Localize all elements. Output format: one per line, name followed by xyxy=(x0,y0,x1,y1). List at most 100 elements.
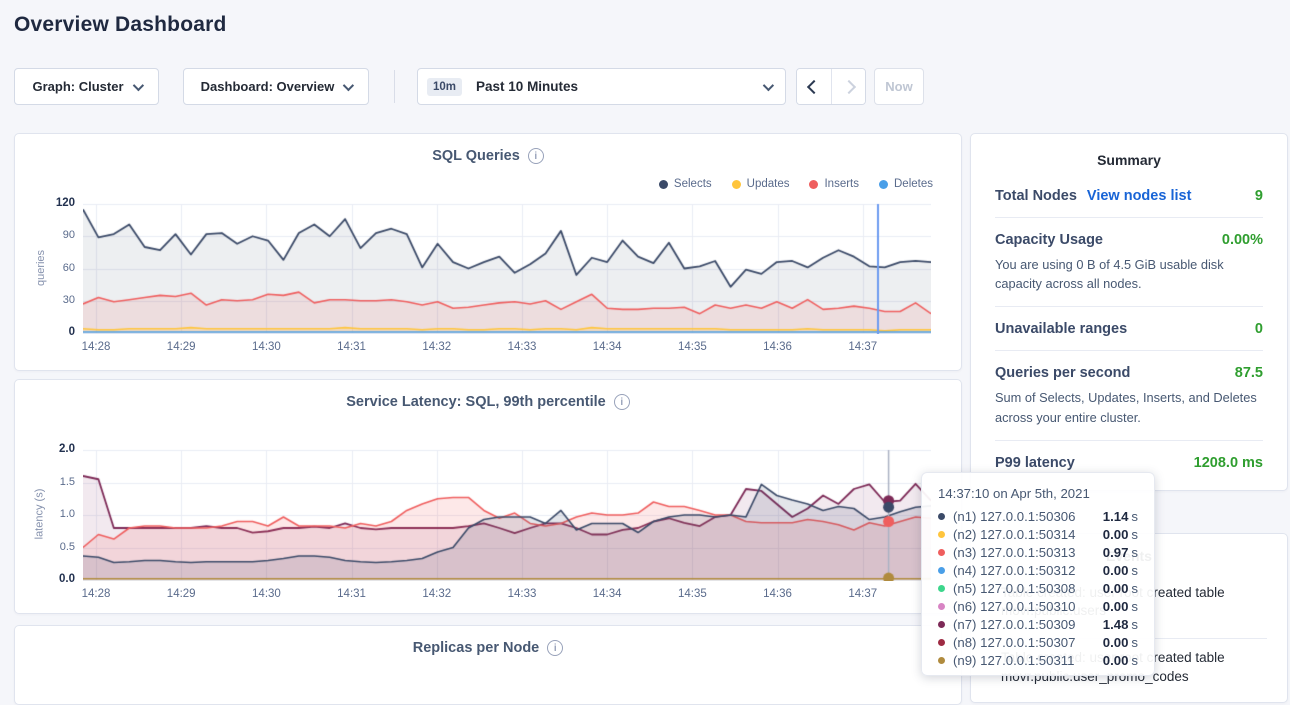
summary-row-unavailable-ranges: Unavailable ranges 0 xyxy=(995,307,1263,352)
info-icon[interactable]: i xyxy=(547,640,564,656)
sql-queries-legend: Selects Updates Inserts Deletes xyxy=(658,178,933,190)
chevron-down-icon xyxy=(132,79,144,91)
y-tick-label: 1.5 xyxy=(59,475,75,488)
y-tick-label: 120 xyxy=(55,197,75,209)
series-color-dot xyxy=(938,602,945,610)
y-tick-label: 0 xyxy=(68,326,75,338)
tooltip-node-row: (n2) 127.0.0.1:50314 0.00 s xyxy=(938,525,1138,543)
tooltip-node-label: (n7) 127.0.0.1:50309 xyxy=(953,616,1076,632)
series-color-dot xyxy=(938,656,945,664)
info-icon[interactable]: i xyxy=(613,394,630,410)
chevron-down-icon xyxy=(762,79,775,91)
x-tick-label: 14:37 xyxy=(848,341,878,353)
legend-item-updates[interactable]: Updates xyxy=(731,178,790,190)
tooltip-node-unit: s xyxy=(1131,544,1138,560)
x-tick-label: 14:29 xyxy=(166,588,196,600)
chevron-down-icon xyxy=(343,79,355,91)
tooltip-node-unit: s xyxy=(1131,526,1138,542)
now-button[interactable]: Now xyxy=(874,68,924,105)
chevron-left-icon xyxy=(806,79,822,94)
info-icon[interactable]: i xyxy=(527,148,544,164)
controls-divider xyxy=(394,70,395,103)
series-color-dot xyxy=(938,566,945,574)
legend-label: Inserts xyxy=(824,178,859,190)
series-color-dot xyxy=(938,638,945,646)
sql-queries-chart-canvas[interactable] xyxy=(83,201,931,334)
legend-item-deletes[interactable]: Deletes xyxy=(879,178,933,190)
view-nodes-list-link[interactable]: View nodes list xyxy=(1086,188,1192,204)
tooltip-node-value: 1.48 xyxy=(1102,616,1129,632)
y-tick-label: 2.0 xyxy=(59,443,75,455)
legend-label: Deletes xyxy=(894,178,933,190)
tooltip-node-label: (n6) 127.0.0.1:50310 xyxy=(953,598,1076,614)
tooltip-node-row: (n7) 127.0.0.1:50309 1.48 s xyxy=(938,615,1138,633)
tooltip-node-row: (n4) 127.0.0.1:50312 0.00 s xyxy=(938,561,1138,579)
tooltip-node-label: (n8) 127.0.0.1:50307 xyxy=(953,634,1076,650)
chevron-right-icon xyxy=(841,79,856,94)
tooltip-node-unit: s xyxy=(1131,634,1138,650)
graph-dropdown[interactable]: Graph: Cluster xyxy=(14,68,159,105)
graph-dropdown-label: Graph: Cluster xyxy=(32,79,124,94)
tooltip-node-value: 0.00 xyxy=(1102,526,1129,542)
x-tick-label: 14:36 xyxy=(763,588,792,600)
time-prev-button[interactable] xyxy=(797,69,831,104)
replicas-per-node-panel: Replicas per Node i xyxy=(14,625,962,705)
page-title: Overview Dashboard xyxy=(14,13,227,36)
overview-dashboard-screen: Overview Dashboard Graph: Cluster Dashbo… xyxy=(14,13,1288,705)
sql-queries-plot[interactable] xyxy=(83,201,931,334)
tooltip-node-row: (n8) 127.0.0.1:50307 0.00 s xyxy=(938,633,1138,651)
dashboard-dropdown-label: Dashboard: Overview xyxy=(200,79,335,94)
series-color-dot xyxy=(938,584,945,592)
unavailable-ranges-label: Unavailable ranges xyxy=(995,321,1128,338)
y-tick-label: 30 xyxy=(62,293,75,306)
series-color-dot xyxy=(938,620,945,628)
tooltip-node-label: (n3) 127.0.0.1:50313 xyxy=(953,544,1076,560)
service-latency-plot[interactable] xyxy=(83,447,931,581)
time-range-badge: 10m xyxy=(427,77,463,96)
time-range-dropdown[interactable]: 10m Past 10 Minutes xyxy=(417,68,786,105)
sql-queries-panel: SQL Queries i Selects Updates Inserts Delet… xyxy=(14,133,962,371)
tooltip-node-label: (n4) 127.0.0.1:50312 xyxy=(953,562,1076,578)
legend-dot-icon xyxy=(731,179,741,189)
time-range-label: Past 10 Minutes xyxy=(476,79,579,94)
x-tick-label: 14:31 xyxy=(337,588,366,600)
x-tick-label: 14:28 xyxy=(81,341,111,353)
capacity-usage-subtext: You are using 0 B of 4.5 GiB usable disk… xyxy=(995,257,1224,292)
tooltip-node-value: 0.00 xyxy=(1102,580,1129,596)
tooltip-node-unit: s xyxy=(1131,652,1138,668)
x-tick-label: 14:31 xyxy=(337,341,366,353)
y-tick-label: 0.0 xyxy=(59,573,75,585)
legend-dot-icon xyxy=(809,179,819,189)
x-tick-label: 14:29 xyxy=(166,341,196,353)
tooltip-node-value: 0.00 xyxy=(1102,562,1129,578)
series-color-dot xyxy=(938,548,945,556)
p99-latency-label: P99 latency xyxy=(995,454,1075,471)
legend-dot-icon xyxy=(658,179,668,189)
tooltip-node-unit: s xyxy=(1131,562,1138,578)
legend-item-selects[interactable]: Selects xyxy=(658,178,712,190)
tooltip-node-row: (n5) 127.0.0.1:50308 0.00 s xyxy=(938,579,1138,597)
tooltip-node-label: (n9) 127.0.0.1:50311 xyxy=(953,652,1075,668)
p99-latency-value: 1208.0 ms xyxy=(1193,454,1263,471)
dashboard-dropdown[interactable]: Dashboard: Overview xyxy=(183,68,369,105)
tooltip-node-row: (n9) 127.0.0.1:50311 0.00 s xyxy=(938,651,1138,669)
service-latency-chart-canvas[interactable] xyxy=(83,447,931,581)
x-tick-label: 14:30 xyxy=(252,341,281,353)
legend-item-inserts[interactable]: Inserts xyxy=(809,178,859,190)
x-tick-label: 14:34 xyxy=(592,588,622,600)
x-tick-label: 14:33 xyxy=(507,341,537,353)
summary-row-qps: Queries per second 87.5 Sum of Selects, … xyxy=(995,351,1263,441)
y-tick-label: 90 xyxy=(62,229,75,242)
series-color-dot xyxy=(938,512,945,520)
summary-row-capacity: Capacity Usage 0.00% You are using 0 B o… xyxy=(995,218,1263,308)
service-latency-panel: Service Latency: SQL, 99th percentile i … xyxy=(14,379,962,614)
tooltip-node-value: 1.14 xyxy=(1102,508,1129,524)
legend-label: Updates xyxy=(746,178,790,190)
tooltip-node-value: 0.97 xyxy=(1102,544,1129,560)
tooltip-node-unit: s xyxy=(1131,598,1138,614)
tooltip-node-label: (n1) 127.0.0.1:50306 xyxy=(953,508,1076,524)
tooltip-node-unit: s xyxy=(1131,508,1138,524)
tooltip-node-unit: s xyxy=(1131,580,1138,596)
x-tick-label: 14:30 xyxy=(252,588,281,600)
time-next-button[interactable] xyxy=(831,69,865,104)
